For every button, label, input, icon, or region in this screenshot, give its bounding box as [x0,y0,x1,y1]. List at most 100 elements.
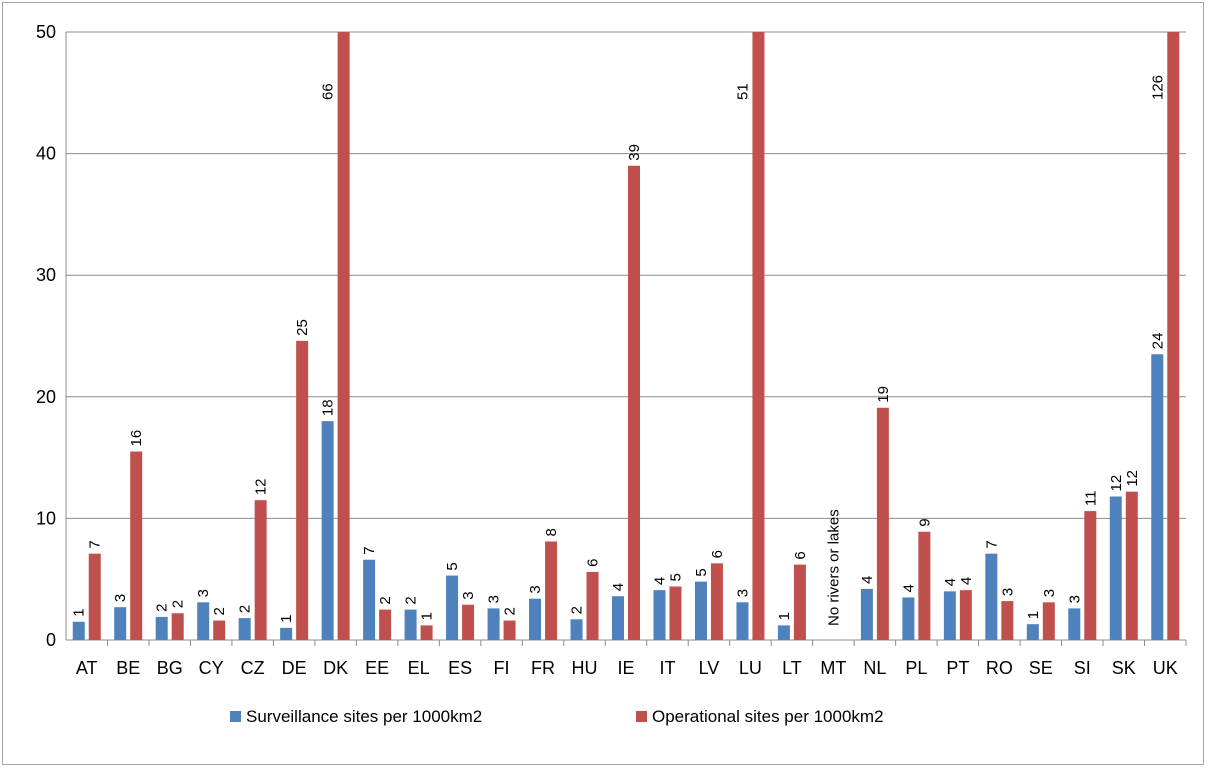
bar-surveillance-nl [860,588,873,640]
data-label: 6 [585,559,602,567]
bar-operational-lt [793,564,806,640]
data-label: 19 [875,386,892,403]
bar-surveillance-cy [197,602,210,640]
x-tick-label-se: SE [1029,658,1053,678]
x-tick-label-el: EL [408,658,430,678]
bar-surveillance-fi [487,608,500,640]
x-tick-label-nl: NL [863,658,886,678]
data-label: 24 [1149,333,1166,350]
data-label: 7 [983,540,1000,548]
bar-surveillance-el [404,609,417,640]
data-label: 3 [460,591,477,599]
bar-operational-ro [1001,601,1014,640]
bar-operational-fr [545,541,558,640]
legend-operational-label: Operational sites per 1000km2 [652,707,884,726]
x-tick-label-ro: RO [986,658,1013,678]
x-tick-label-fr: FR [531,658,555,678]
bar-operational-de [296,340,309,640]
data-label: 2 [170,600,187,608]
x-tick-label-uk: UK [1153,658,1178,678]
bar-surveillance-ee [363,559,376,640]
data-label: 2 [211,607,228,615]
data-label: 6 [792,551,809,559]
bar-surveillance-lt [777,625,790,640]
x-tick-label-mt: MT [820,658,846,678]
bar-operational-sk [1125,491,1138,640]
data-label: 2 [237,605,254,613]
bar-operational-ie [628,165,640,640]
bar-surveillance-hu [570,619,583,640]
data-label: 4 [958,577,975,585]
data-label: 11 [1082,491,1099,507]
x-tick-label-lu: LU [739,658,762,678]
bar-operational-ee [379,609,392,640]
legend-surveillance-swatch [230,711,241,722]
bar-surveillance-ie [612,596,624,640]
data-label: 2 [569,606,586,614]
x-tick-label-es: ES [448,658,472,678]
y-tick-label: 0 [46,630,56,650]
data-label: 5 [693,568,710,576]
x-tick-label-ee: EE [365,658,389,678]
bar-surveillance-lv [694,581,707,640]
x-tick-label-pl: PL [905,658,927,678]
data-label: 1 [1025,611,1042,619]
x-tick-label-it: IT [659,658,675,678]
bar-surveillance-bg [155,616,168,640]
bar-operational-se [1042,602,1055,640]
legend-surveillance-label: Surveillance sites per 1000km2 [246,707,482,726]
data-label: 5 [667,573,684,581]
data-label: 3 [486,595,503,603]
bar-surveillance-fr [529,598,542,640]
data-label: 1 [776,612,793,620]
bar-surveillance-ro [985,553,998,640]
bar-surveillance-se [1026,624,1039,640]
data-label: 3 [999,588,1016,596]
bar-operational-fi [503,620,516,640]
bar-surveillance-uk [1151,354,1164,640]
x-tick-label-si: SI [1074,658,1091,678]
bar-surveillance-dk [321,421,334,640]
data-label: 2 [403,596,420,604]
annotation-no-rivers: No rivers or lakes [825,509,842,626]
data-label: 126 [1149,75,1166,100]
bar-operational-dk [337,32,350,640]
data-label: 1 [419,612,436,620]
x-tick-label-be: BE [116,658,140,678]
data-label: 3 [112,594,129,602]
legend-operational-swatch [636,711,647,722]
x-tick-label-lv: LV [699,658,720,678]
y-tick-label: 40 [36,144,56,164]
data-label: 16 [128,430,145,447]
data-label: 7 [87,540,104,548]
x-tick-label-ie: IE [617,658,634,678]
data-label: 4 [900,584,917,592]
y-tick-label: 10 [36,508,56,528]
bar-operational-pt [959,590,972,640]
bar-surveillance-si [1068,608,1081,640]
y-tick-label: 20 [36,387,56,407]
data-label: 3 [1041,589,1058,597]
bar-operational-at [88,553,101,640]
data-label: 25 [294,319,311,336]
x-tick-label-dk: DK [323,658,348,678]
data-label: 4 [859,576,876,584]
x-tick-label-cy: CY [199,658,224,678]
bar-surveillance-pt [943,591,956,640]
bar-operational-pl [918,531,931,640]
data-label: 12 [1124,470,1141,487]
data-label: 2 [377,596,394,604]
data-label: 4 [610,583,627,591]
x-tick-label-de: DE [282,658,307,678]
bar-operational-es [462,604,475,640]
x-tick-label-cz: CZ [241,658,265,678]
y-tick-label: 30 [36,265,56,285]
x-tick-label-sk: SK [1112,658,1136,678]
data-label: 66 [320,83,337,100]
bar-operational-lu [752,32,765,640]
bar-operational-be [130,451,143,640]
bar-surveillance-at [72,621,85,640]
bar-operational-nl [876,407,889,640]
data-label: 8 [543,528,560,536]
